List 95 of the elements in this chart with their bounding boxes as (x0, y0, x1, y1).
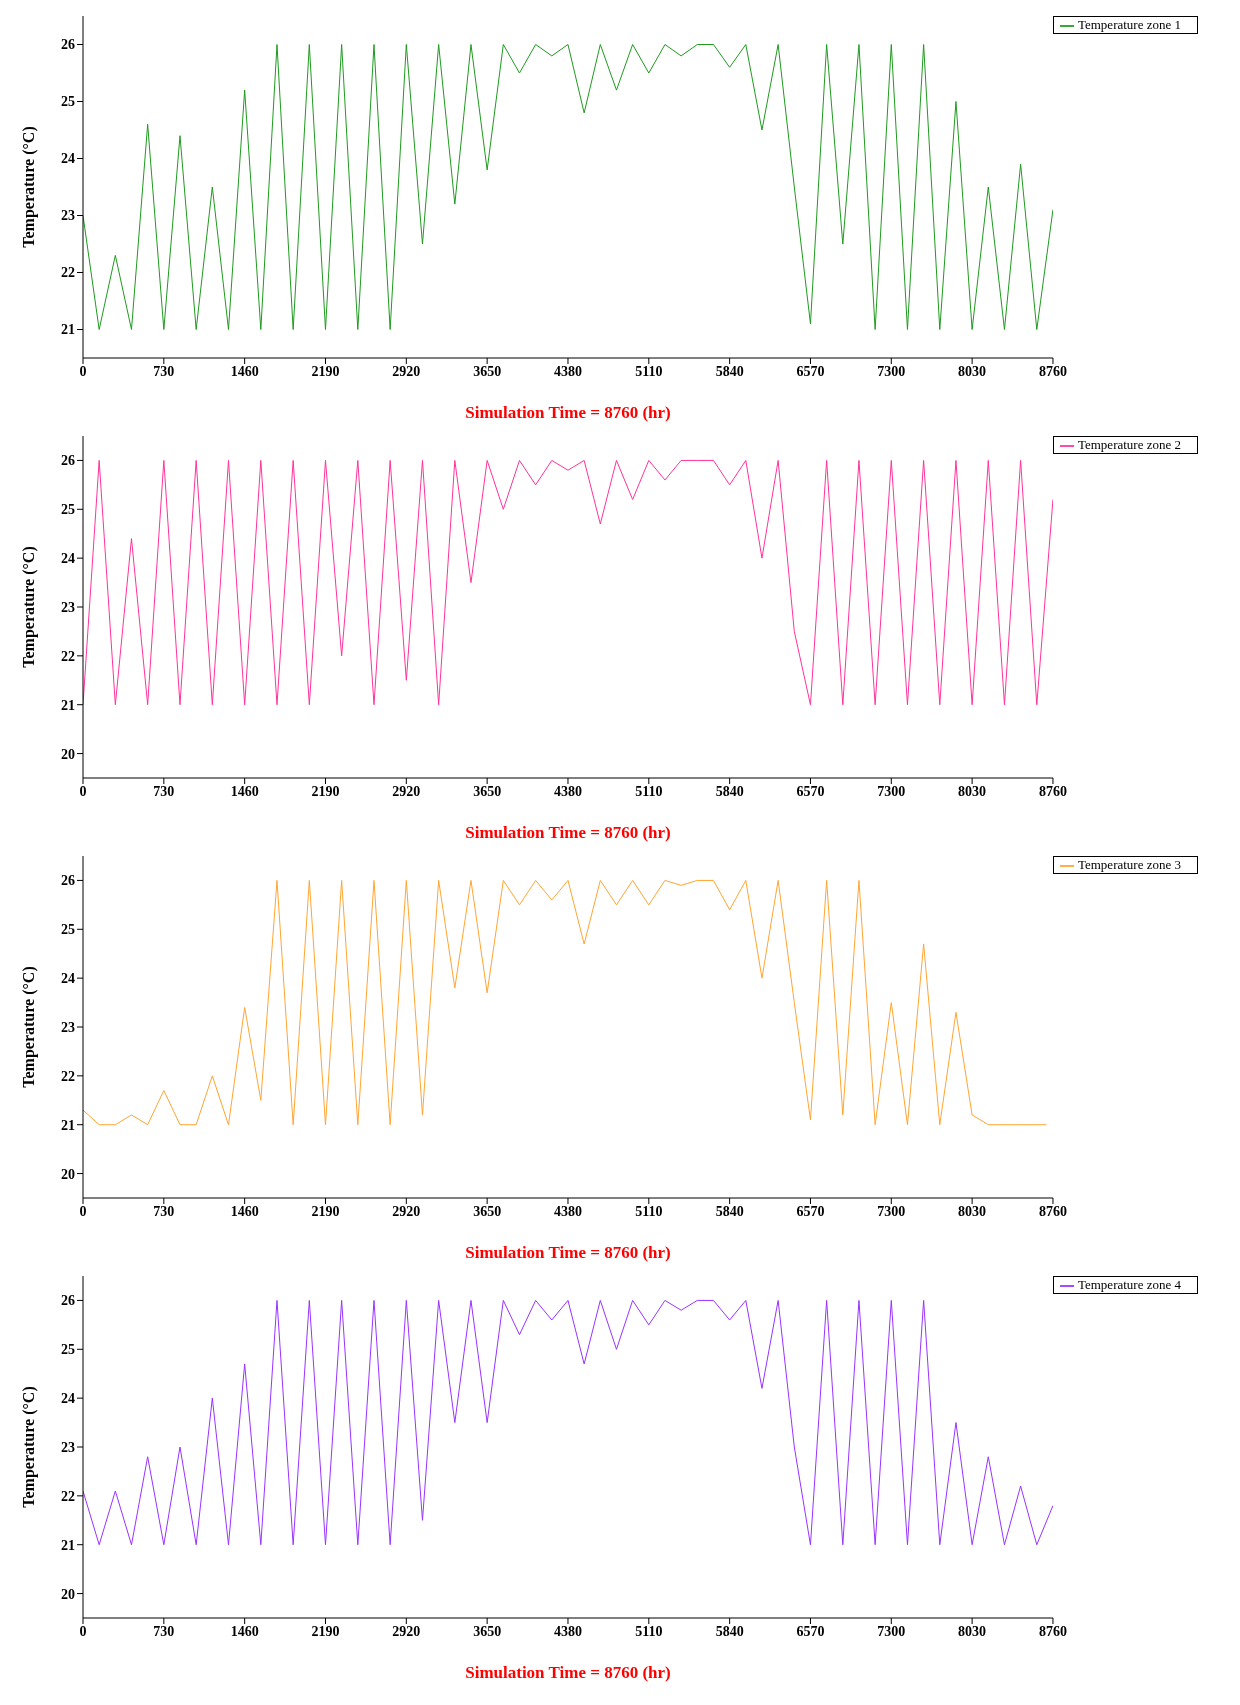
y-tick-label: 23 (61, 1439, 75, 1455)
y-tick-label: 23 (61, 208, 75, 224)
x-tick-label: 1460 (230, 363, 259, 379)
x-tick-label: 2920 (392, 783, 421, 799)
y-tick-label: 23 (61, 599, 75, 615)
y-tick-label: 25 (61, 94, 75, 110)
x-tick-label: 7300 (877, 783, 906, 799)
x-tick-label: 2920 (392, 1623, 421, 1639)
x-tick-label: 5840 (715, 783, 744, 799)
x-tick-label: 730 (153, 1203, 175, 1219)
x-tick-label: 8760 (1038, 363, 1067, 379)
legend-label: Temperature zone 1 (1077, 17, 1181, 32)
y-tick-label: 22 (61, 265, 75, 281)
x-tick-label: 4380 (553, 1203, 582, 1219)
x-tick-label: 2190 (311, 1623, 340, 1639)
x-axis-title: Simulation Time = 8760 (hr) (465, 1663, 671, 1683)
y-tick-label: 25 (61, 502, 75, 518)
x-tick-label: 8760 (1038, 1203, 1067, 1219)
y-tick-label: 21 (61, 322, 75, 338)
x-tick-label: 5110 (635, 1623, 663, 1639)
y-tick-label: 25 (61, 922, 75, 938)
line-series (83, 879, 1047, 1126)
y-axis-title: Temperature (°C) (19, 1386, 38, 1508)
x-axis-title: Simulation Time = 8760 (hr) (465, 823, 671, 843)
y-tick-label: 21 (61, 1537, 75, 1553)
x-tick-label: 1460 (230, 1623, 259, 1639)
x-tick-label: 2190 (311, 783, 340, 799)
y-tick-label: 26 (61, 873, 75, 889)
y-tick-label: 25 (61, 1342, 75, 1358)
x-axis-title: Simulation Time = 8760 (hr) (465, 403, 671, 423)
x-tick-label: 0 (79, 783, 87, 799)
y-tick-label: 22 (61, 1488, 75, 1504)
x-tick-label: 0 (79, 1623, 87, 1639)
x-tick-label: 5110 (635, 783, 663, 799)
y-tick-label: 26 (61, 37, 75, 53)
x-tick-label: 5110 (635, 363, 663, 379)
x-tick-label: 7300 (877, 1203, 906, 1219)
legend-label: Temperature zone 2 (1077, 437, 1181, 452)
y-tick-label: 22 (61, 1068, 75, 1084)
x-tick-label: 5110 (635, 1203, 663, 1219)
x-tick-label: 1460 (230, 1203, 259, 1219)
x-tick-label: 8030 (958, 363, 987, 379)
x-tick-label: 8760 (1038, 783, 1067, 799)
y-tick-label: 20 (61, 1166, 75, 1182)
x-tick-label: 8030 (958, 783, 987, 799)
x-tick-label: 6570 (796, 363, 825, 379)
legend-label: Temperature zone 3 (1077, 857, 1181, 872)
x-tick-label: 2190 (311, 1203, 340, 1219)
x-tick-label: 3650 (473, 1203, 502, 1219)
x-tick-label: 730 (153, 783, 175, 799)
x-tick-label: 5840 (715, 1203, 744, 1219)
x-tick-label: 6570 (796, 1203, 825, 1219)
y-tick-label: 24 (61, 1391, 75, 1407)
x-tick-label: 7300 (877, 1623, 906, 1639)
x-axis-title: Simulation Time = 8760 (hr) (465, 1243, 671, 1263)
legend-label: Temperature zone 4 (1077, 1277, 1181, 1292)
y-tick-label: 21 (61, 697, 75, 713)
y-tick-label: 23 (61, 1019, 75, 1035)
x-tick-label: 6570 (796, 1623, 825, 1639)
y-tick-label: 22 (61, 648, 75, 664)
x-tick-label: 8030 (958, 1203, 987, 1219)
y-tick-label: 20 (61, 746, 75, 762)
x-tick-label: 730 (153, 363, 175, 379)
x-tick-label: 6570 (796, 783, 825, 799)
x-tick-label: 3650 (473, 363, 502, 379)
line-series (83, 1299, 1053, 1546)
x-tick-label: 7300 (877, 363, 906, 379)
y-tick-label: 24 (61, 151, 75, 167)
y-tick-label: 20 (61, 1586, 75, 1602)
y-axis-title: Temperature (°C) (19, 126, 38, 248)
x-tick-label: 4380 (553, 363, 582, 379)
x-tick-label: 5840 (715, 1623, 744, 1639)
x-tick-label: 4380 (553, 1623, 582, 1639)
x-tick-label: 730 (153, 1623, 175, 1639)
y-tick-label: 24 (61, 971, 75, 987)
x-tick-label: 8030 (958, 1623, 987, 1639)
y-tick-label: 26 (61, 1293, 75, 1309)
y-tick-label: 21 (61, 1117, 75, 1133)
x-tick-label: 1460 (230, 783, 259, 799)
x-tick-label: 3650 (473, 1623, 502, 1639)
x-tick-label: 2920 (392, 363, 421, 379)
x-tick-label: 8760 (1038, 1623, 1067, 1639)
x-tick-label: 0 (79, 1203, 87, 1219)
y-tick-label: 26 (61, 453, 75, 469)
x-tick-label: 5840 (715, 363, 744, 379)
x-tick-label: 0 (79, 363, 87, 379)
x-tick-label: 4380 (553, 783, 582, 799)
y-tick-label: 24 (61, 551, 75, 567)
y-axis-title: Temperature (°C) (19, 546, 38, 668)
x-tick-label: 2920 (392, 1203, 421, 1219)
line-series (83, 44, 1053, 330)
y-axis-title: Temperature (°C) (19, 966, 38, 1088)
line-series (83, 459, 1053, 706)
x-tick-label: 2190 (311, 363, 340, 379)
x-tick-label: 3650 (473, 783, 502, 799)
